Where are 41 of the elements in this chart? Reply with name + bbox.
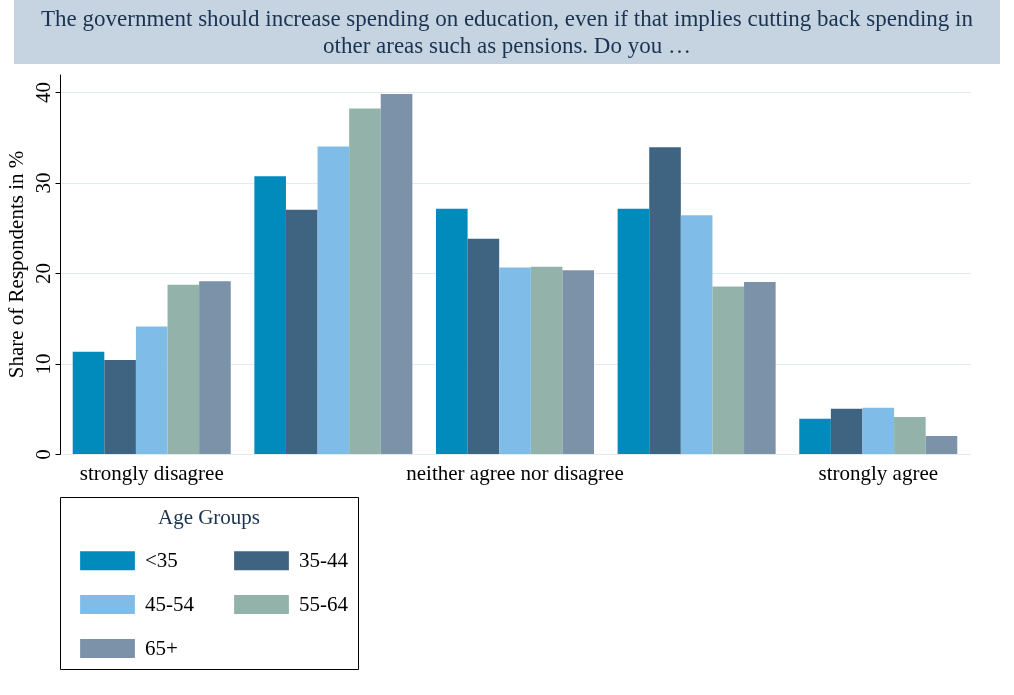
legend-label: 35-44 xyxy=(299,547,349,572)
y-tick-label: 40 xyxy=(30,82,55,104)
bar xyxy=(499,267,531,454)
chart-title: The government should increase spending on education, even if that implies cutting back spending in other areas such as pensions. Do you … xyxy=(14,0,1000,64)
bar xyxy=(712,286,745,454)
bar xyxy=(617,208,650,454)
legend-label: 65+ xyxy=(145,635,178,660)
bar xyxy=(104,359,136,454)
y-tick-label: 20 xyxy=(30,263,55,285)
bar xyxy=(199,281,231,454)
bar xyxy=(530,266,563,454)
bar xyxy=(380,93,413,454)
bar xyxy=(649,147,681,454)
y-axis-title: Share of Respondents in % xyxy=(3,150,28,379)
bar xyxy=(135,326,168,454)
bar xyxy=(317,146,350,454)
bar xyxy=(925,435,958,454)
y-tick-label: 10 xyxy=(30,353,55,375)
bar xyxy=(799,418,831,454)
bar xyxy=(285,209,318,454)
y-tick-label: 30 xyxy=(30,172,55,194)
bar xyxy=(862,407,895,454)
y-tick-label: 0 xyxy=(30,449,55,460)
x-tick-label: strongly disagree xyxy=(79,460,224,485)
bar xyxy=(167,284,200,454)
bar xyxy=(467,238,500,454)
bar xyxy=(254,176,286,454)
x-tick-label: strongly agree xyxy=(818,460,939,485)
bar xyxy=(72,351,105,454)
legend-title: Age Groups xyxy=(157,505,261,529)
bar xyxy=(894,416,926,454)
bar xyxy=(349,108,381,454)
x-tick-label: neither agree nor disagree xyxy=(406,460,624,485)
bar xyxy=(435,208,468,454)
bar xyxy=(744,282,776,454)
bar xyxy=(562,270,595,454)
bar xyxy=(830,408,863,454)
legend-label: 55-64 xyxy=(299,591,349,616)
legend-label: 45-54 xyxy=(145,591,195,616)
bar xyxy=(680,215,713,454)
legend-label: <35 xyxy=(145,547,178,572)
